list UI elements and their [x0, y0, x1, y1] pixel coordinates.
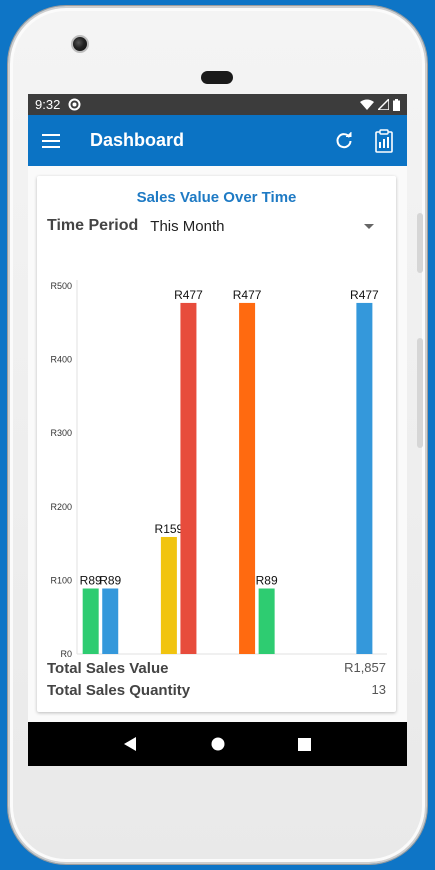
total-sales-value-row: Total Sales Value R1,857: [47, 660, 386, 677]
signal-icon: [378, 99, 389, 110]
refresh-icon[interactable]: [335, 131, 353, 150]
home-icon[interactable]: [211, 737, 225, 751]
time-period-value: This Month: [150, 217, 225, 235]
y-tick-label: R200: [50, 502, 72, 512]
total-sales-quantity: 13: [371, 682, 386, 697]
total-sales-value-label: Total Sales Value: [47, 660, 169, 677]
recents-icon[interactable]: [297, 737, 311, 751]
bar-value-label: R89: [80, 573, 102, 587]
status-bar: 9:32: [28, 94, 407, 115]
volume-button: [417, 338, 423, 448]
total-sales-quantity-row: Total Sales Quantity 13: [47, 682, 386, 699]
chart-bar: [239, 302, 256, 654]
earpiece-speaker: [201, 71, 233, 84]
total-sales-value: R1,857: [344, 660, 386, 675]
time-period-dropdown[interactable]: This Month: [150, 215, 375, 237]
bar-value-label: R477: [174, 288, 203, 302]
card-title: Sales Value Over Time: [136, 189, 297, 206]
y-tick-label: R500: [50, 281, 72, 291]
time-period-row: Time Period This Month: [37, 215, 396, 237]
sync-status-icon: [68, 98, 81, 111]
bar-value-label: R89: [99, 573, 121, 587]
y-tick-label: R400: [50, 355, 72, 365]
y-tick-label: R300: [50, 428, 72, 438]
chart-bar: [160, 536, 177, 654]
bar-value-label: R159: [155, 522, 184, 536]
clipboard-report-icon[interactable]: [375, 128, 393, 153]
chart-bar: [82, 588, 99, 654]
chart-bar: [180, 302, 197, 654]
android-nav-bar: [28, 722, 407, 766]
dropdown-arrow-icon: [364, 223, 375, 229]
back-icon[interactable]: [124, 737, 138, 751]
battery-icon: [393, 98, 400, 111]
app-bar: Dashboard: [28, 115, 407, 166]
bar-value-label: R477: [233, 288, 262, 302]
y-tick-label: R100: [50, 575, 72, 585]
chart-bar: [258, 588, 275, 654]
sales-bar-chart: R0R100R200R300R400R5006th9th12th15th18th…: [50, 280, 387, 657]
time-period-label: Time Period: [47, 217, 139, 234]
sales-card: Sales Value Over Time Time Period This M…: [37, 176, 396, 712]
bar-value-label: R477: [350, 288, 379, 302]
chart-bar: [356, 302, 373, 654]
bar-value-label: R89: [256, 573, 278, 587]
app-screen: 9:32 Dashboard: [28, 94, 407, 766]
y-tick-label: R0: [60, 649, 72, 657]
wifi-icon: [360, 99, 374, 110]
power-button: [417, 213, 423, 273]
page-title: Dashboard: [90, 130, 185, 150]
front-camera: [71, 35, 89, 53]
hamburger-menu-icon[interactable]: [42, 133, 60, 148]
chart-bar: [102, 588, 119, 654]
status-time: 9:32: [35, 97, 61, 112]
total-sales-quantity-label: Total Sales Quantity: [47, 682, 191, 699]
